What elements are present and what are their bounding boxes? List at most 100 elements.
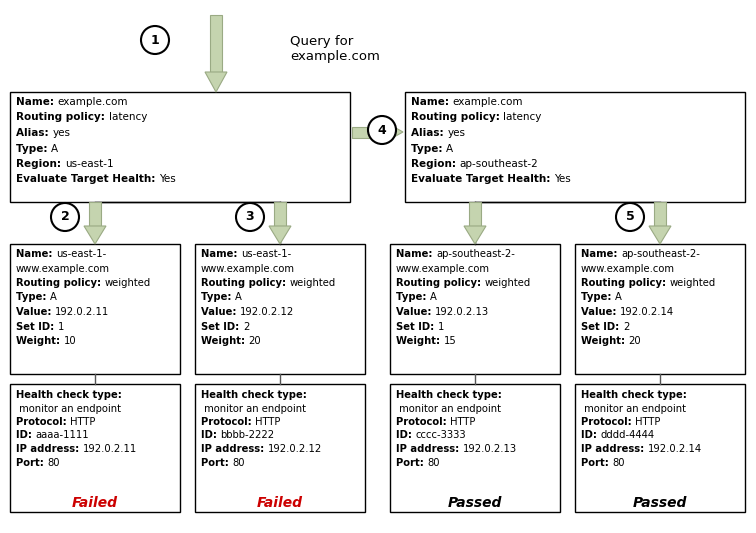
- Text: 2: 2: [60, 211, 70, 223]
- Text: cccc-3333: cccc-3333: [416, 431, 466, 440]
- Text: 80: 80: [612, 457, 625, 467]
- Text: yes: yes: [52, 128, 70, 138]
- Text: Weight:: Weight:: [396, 336, 444, 346]
- Bar: [210, 15, 222, 72]
- Circle shape: [51, 203, 79, 231]
- Text: Type:: Type:: [396, 293, 430, 303]
- Text: latency: latency: [503, 112, 542, 123]
- Text: Weight:: Weight:: [16, 336, 64, 346]
- Text: monitor an endpoint: monitor an endpoint: [581, 403, 686, 414]
- Text: Name:: Name:: [581, 249, 621, 259]
- Text: ID:: ID:: [16, 431, 36, 440]
- Text: Weight:: Weight:: [201, 336, 249, 346]
- Text: A: A: [50, 293, 57, 303]
- Text: 80: 80: [48, 457, 60, 467]
- Circle shape: [236, 203, 264, 231]
- Text: A: A: [51, 143, 58, 154]
- Text: Name:: Name:: [201, 249, 241, 259]
- Text: dddd-4444: dddd-4444: [600, 431, 655, 440]
- Text: HTTP: HTTP: [70, 417, 95, 427]
- Text: HTTP: HTTP: [635, 417, 661, 427]
- Text: ap-southeast-2: ap-southeast-2: [460, 159, 538, 169]
- Text: 192.0.2.14: 192.0.2.14: [648, 444, 702, 454]
- Text: Routing policy:: Routing policy:: [396, 278, 485, 288]
- Text: Value:: Value:: [396, 307, 435, 317]
- Text: Value:: Value:: [581, 307, 620, 317]
- Text: weighted: weighted: [104, 278, 151, 288]
- Text: example.com: example.com: [57, 97, 128, 107]
- Text: Passed: Passed: [448, 496, 502, 510]
- Polygon shape: [649, 226, 671, 244]
- Text: ap-southeast-2-: ap-southeast-2-: [436, 249, 515, 259]
- Text: 192.0.2.11: 192.0.2.11: [82, 444, 137, 454]
- Bar: [654, 202, 666, 226]
- Text: Set ID:: Set ID:: [16, 321, 57, 332]
- Text: Health check type:: Health check type:: [201, 390, 307, 400]
- Text: Set ID:: Set ID:: [581, 321, 623, 332]
- Text: monitor an endpoint: monitor an endpoint: [16, 403, 121, 414]
- Text: Region:: Region:: [411, 159, 460, 169]
- Bar: [575, 384, 745, 512]
- Polygon shape: [464, 226, 486, 244]
- Text: 192.0.2.14: 192.0.2.14: [620, 307, 674, 317]
- Text: 1: 1: [438, 321, 444, 332]
- Text: 5: 5: [626, 211, 634, 223]
- Text: Port:: Port:: [581, 457, 612, 467]
- Text: Failed: Failed: [257, 496, 303, 510]
- Text: weighted: weighted: [485, 278, 531, 288]
- Text: Query for
example.com: Query for example.com: [290, 35, 380, 63]
- Text: Type:: Type:: [411, 143, 446, 154]
- Text: example.com: example.com: [453, 97, 523, 107]
- Text: ID:: ID:: [396, 431, 416, 440]
- Text: Set ID:: Set ID:: [396, 321, 438, 332]
- Text: aaaa-1111: aaaa-1111: [36, 431, 89, 440]
- Text: us-east-1-: us-east-1-: [56, 249, 107, 259]
- Text: Protocol:: Protocol:: [16, 417, 70, 427]
- Text: A: A: [235, 293, 242, 303]
- Bar: [352, 126, 385, 138]
- Text: 192.0.2.12: 192.0.2.12: [268, 444, 322, 454]
- Text: 192.0.2.13: 192.0.2.13: [435, 307, 489, 317]
- Text: IP address:: IP address:: [16, 444, 82, 454]
- Text: Protocol:: Protocol:: [201, 417, 256, 427]
- Text: Type:: Type:: [201, 293, 235, 303]
- Text: Port:: Port:: [16, 457, 48, 467]
- Text: Name:: Name:: [16, 249, 56, 259]
- Bar: [469, 202, 481, 226]
- Text: 4: 4: [378, 124, 386, 136]
- Text: 20: 20: [249, 336, 262, 346]
- Text: Passed: Passed: [633, 496, 687, 510]
- Text: 192.0.2.13: 192.0.2.13: [463, 444, 517, 454]
- Bar: [195, 244, 365, 374]
- Polygon shape: [205, 72, 227, 92]
- Text: 2: 2: [623, 321, 629, 332]
- Text: monitor an endpoint: monitor an endpoint: [396, 403, 501, 414]
- Text: ID:: ID:: [201, 431, 221, 440]
- Text: monitor an endpoint: monitor an endpoint: [201, 403, 306, 414]
- Circle shape: [141, 26, 169, 54]
- Text: Region:: Region:: [16, 159, 64, 169]
- Text: bbbb-2222: bbbb-2222: [221, 431, 274, 440]
- Text: us-east-1-: us-east-1-: [241, 249, 291, 259]
- Text: Routing policy:: Routing policy:: [16, 278, 104, 288]
- Text: Routing policy:: Routing policy:: [201, 278, 290, 288]
- Text: weighted: weighted: [670, 278, 716, 288]
- Text: 20: 20: [629, 336, 641, 346]
- Text: Health check type:: Health check type:: [16, 390, 122, 400]
- Bar: [390, 244, 560, 374]
- Text: Yes: Yes: [554, 174, 571, 184]
- Bar: [10, 92, 350, 202]
- Text: A: A: [446, 143, 454, 154]
- Text: 3: 3: [246, 211, 254, 223]
- Text: Value:: Value:: [201, 307, 240, 317]
- Text: Routing policy:: Routing policy:: [581, 278, 670, 288]
- Text: latency: latency: [109, 112, 147, 123]
- Text: 10: 10: [64, 336, 76, 346]
- Bar: [390, 384, 560, 512]
- Text: www.example.com: www.example.com: [16, 263, 110, 273]
- Text: Type:: Type:: [16, 143, 51, 154]
- Text: Routing policy:: Routing policy:: [16, 112, 109, 123]
- Text: Alias:: Alias:: [411, 128, 448, 138]
- Text: Weight:: Weight:: [581, 336, 629, 346]
- Text: weighted: weighted: [290, 278, 336, 288]
